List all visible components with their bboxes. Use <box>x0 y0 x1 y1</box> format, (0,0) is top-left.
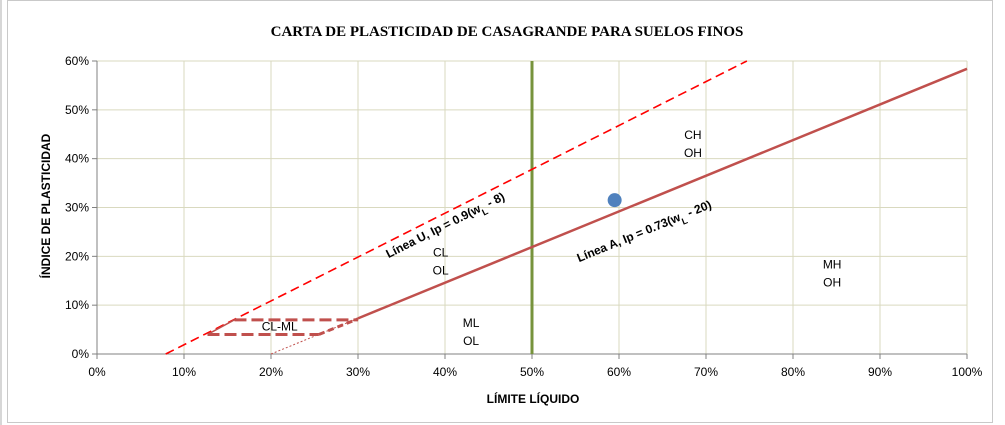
x-axis-label: LÍMITE LÍQUIDO <box>487 391 580 406</box>
a-line-label: Línea A, Ip = 0.73(wL - 20) <box>575 197 715 268</box>
y-tick-label: 20% <box>65 249 89 263</box>
y-tick-label: 60% <box>65 54 89 68</box>
zone-labels: CH OH CL OL MH OH ML OL CL-ML <box>262 128 842 348</box>
data-point <box>607 193 622 208</box>
x-tick-label: 100% <box>952 365 983 379</box>
x-tick-label: 30% <box>346 365 370 379</box>
y-tick-label: 0% <box>72 347 90 361</box>
x-tick-label: 50% <box>520 365 544 379</box>
zone-label: ML OL <box>463 316 480 348</box>
y-tick-label: 40% <box>65 152 89 166</box>
zone-label: CH OH <box>684 128 702 160</box>
x-tick-label: 90% <box>868 365 892 379</box>
clml-boundary-right <box>318 317 359 336</box>
y-tick-label: 10% <box>65 298 89 312</box>
clml-boundary-left <box>207 319 235 336</box>
chart-title: CARTA DE PLASTICIDAD DE CASAGRANDE PARA … <box>271 24 744 40</box>
u-line <box>165 60 748 355</box>
x-tick-label: 10% <box>172 365 196 379</box>
zone-label: CL-ML <box>262 320 298 334</box>
zone-label: MH OH <box>823 258 842 290</box>
y-axis-label: ÍNDICE DE PLASTICIDAD <box>38 133 53 278</box>
x-tick-label: 0% <box>88 365 106 379</box>
y-tick-label: 50% <box>65 103 89 117</box>
y-tick-label: 30% <box>65 201 89 215</box>
grid <box>92 60 968 359</box>
zone-label: CL OL <box>433 245 449 277</box>
x-tick-label: 20% <box>259 365 283 379</box>
x-tick-label: 70% <box>694 365 718 379</box>
chart-frame <box>7 0 993 423</box>
window-edge <box>0 0 2 425</box>
x-tick-label: 80% <box>781 365 805 379</box>
x-tick-label: 60% <box>607 365 631 379</box>
tick-labels: 0% 10% 20% 30% 40% 50% 60% 70% 80% 90% 100% 0% 10% 20… <box>65 54 983 379</box>
x-tick-label: 40% <box>433 365 457 379</box>
a-line <box>357 67 968 320</box>
